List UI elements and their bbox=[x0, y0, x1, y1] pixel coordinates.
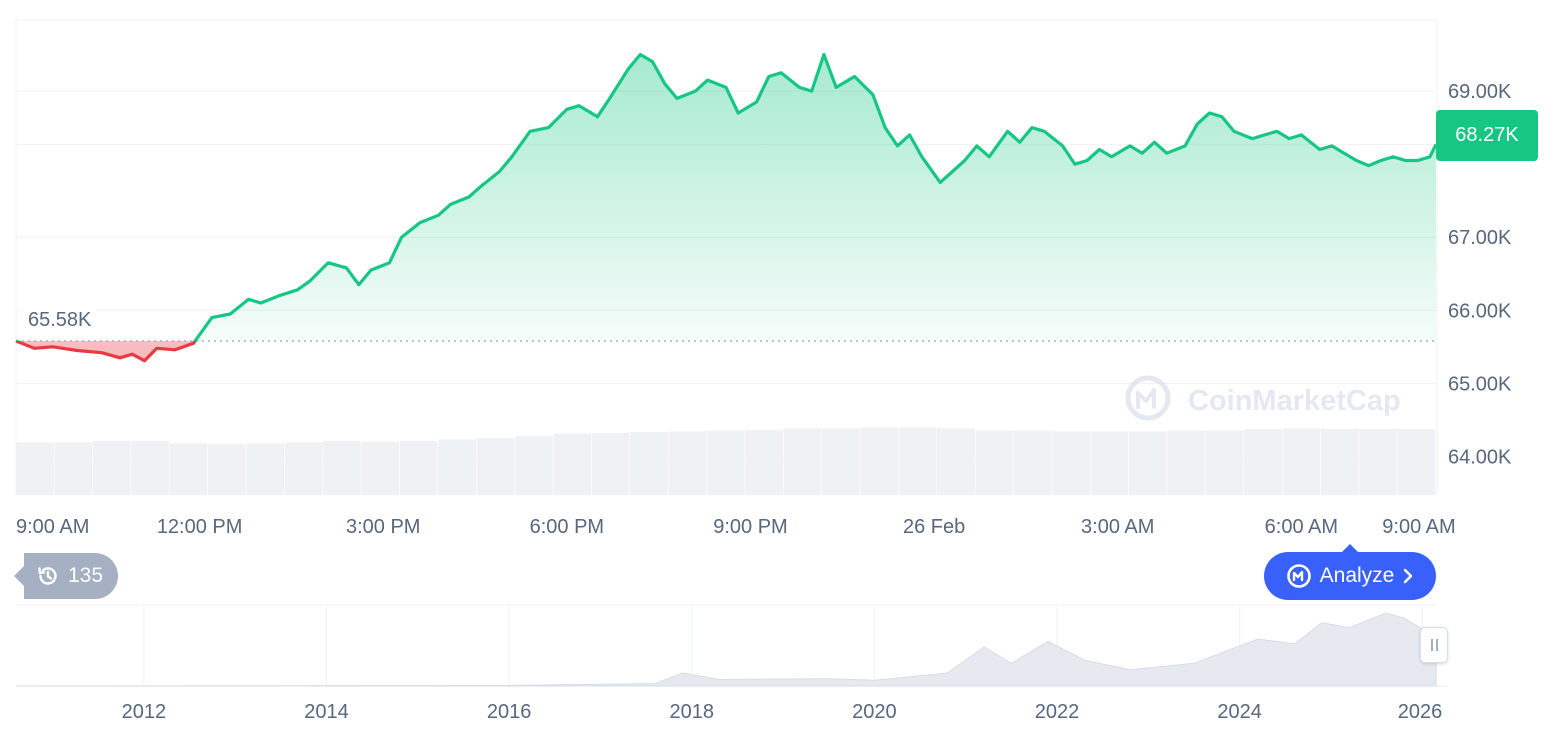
overview-navigator: 2012 2014 2016 2018 2020 2022 2024 2026 bbox=[15, 604, 1448, 723]
x-tick-label-0: 9:00 AM bbox=[16, 516, 89, 538]
volume-bar bbox=[476, 438, 515, 495]
volume-bar bbox=[860, 427, 899, 495]
overview-x-tick-label-0: 2012 bbox=[122, 701, 167, 723]
volume-bar bbox=[591, 432, 630, 495]
history-badge[interactable]: 135 bbox=[14, 553, 118, 599]
y-axis: 69.00K 67.00K 66.00K 65.00K 64.00K bbox=[1448, 81, 1512, 468]
volume-bar bbox=[1167, 430, 1206, 495]
volume-bar bbox=[131, 441, 169, 495]
volume-bar bbox=[1013, 430, 1052, 495]
volume-bar bbox=[361, 441, 400, 495]
analyze-label: Analyze bbox=[1319, 564, 1395, 587]
volume-bar bbox=[1205, 430, 1244, 495]
overview-x-tick-label-2: 2016 bbox=[487, 701, 532, 723]
volume-bar bbox=[898, 427, 937, 495]
volume-bar bbox=[438, 439, 476, 495]
x-tick-label-6: 3:00 AM bbox=[1081, 516, 1154, 538]
volume-bar bbox=[630, 432, 668, 495]
chevron-right-icon bbox=[1402, 567, 1414, 585]
x-tick-label-7: 6:00 AM bbox=[1265, 516, 1338, 538]
volume-bar bbox=[514, 435, 553, 495]
volume-bar bbox=[207, 444, 246, 495]
x-tick-label-2: 3:00 PM bbox=[346, 516, 420, 538]
volume-bar bbox=[937, 428, 975, 495]
x-tick-label-4: 9:00 PM bbox=[713, 516, 787, 538]
price-line-up bbox=[16, 52, 1438, 341]
y-tick-label-0: 69.00K bbox=[1448, 81, 1512, 103]
overview-x-tick-label-1: 2014 bbox=[304, 701, 349, 723]
volume-bar bbox=[706, 430, 745, 495]
volume-bar bbox=[399, 441, 438, 495]
volume-bar bbox=[1320, 429, 1359, 495]
overview-x-tick-label-3: 2018 bbox=[670, 701, 715, 723]
baseline-price-label: 65.58K bbox=[22, 305, 98, 335]
volume-bar bbox=[783, 428, 822, 495]
price-area-down bbox=[16, 341, 1436, 361]
overview-range-handle[interactable] bbox=[1420, 627, 1448, 663]
volume-bar bbox=[92, 441, 131, 495]
overview-x-tick-label-6: 2024 bbox=[1217, 701, 1262, 723]
volume-bar bbox=[246, 443, 285, 495]
volume-bar bbox=[1128, 431, 1167, 495]
y-tick-label-5: 64.00K bbox=[1448, 446, 1512, 468]
volume-bar bbox=[553, 433, 592, 495]
overview-area bbox=[15, 612, 1437, 687]
volume-bar bbox=[668, 431, 707, 495]
volume-bar bbox=[169, 443, 208, 495]
y-tick-label-3: 66.00K bbox=[1448, 300, 1512, 322]
volume-bar bbox=[1282, 428, 1321, 495]
x-tick-label-8: 9:00 AM bbox=[1382, 516, 1455, 538]
analyze-button[interactable]: Analyze bbox=[1264, 544, 1436, 600]
y-tick-label-2: 67.00K bbox=[1448, 227, 1512, 249]
x-tick-label-5: 26 Feb bbox=[903, 516, 965, 538]
overview-x-tick-label-5: 2022 bbox=[1035, 701, 1080, 723]
volume-bar bbox=[1090, 431, 1129, 495]
watermark-text: CoinMarketCap bbox=[1188, 385, 1401, 417]
volume-bar bbox=[745, 429, 783, 495]
volume-bar bbox=[54, 442, 93, 495]
volume-bar bbox=[975, 430, 1014, 495]
volume-bar bbox=[821, 428, 860, 495]
coinmarketcap-logo-icon bbox=[1125, 375, 1171, 421]
x-tick-label-3: 6:00 PM bbox=[530, 516, 604, 538]
price-area-up bbox=[16, 54, 1436, 341]
x-axis: 9:00 AM 12:00 PM 3:00 PM 6:00 PM 9:00 PM 26 F… bbox=[16, 516, 1456, 538]
current-price-tag: 68.27K bbox=[1436, 110, 1538, 161]
volume-bar bbox=[1244, 429, 1282, 495]
overview-x-tick-label-7: 2026 bbox=[1398, 701, 1443, 723]
volume-bar bbox=[16, 442, 54, 495]
coinmarketcap-logo-icon bbox=[1286, 563, 1312, 589]
volume-bars bbox=[16, 427, 1436, 495]
overview-x-tick-label-4: 2020 bbox=[852, 701, 897, 723]
volume-bar bbox=[284, 442, 323, 495]
history-clock-icon bbox=[36, 564, 60, 588]
volume-bar bbox=[1359, 429, 1398, 495]
history-count: 135 bbox=[68, 564, 104, 587]
watermark: CoinMarketCap bbox=[1125, 375, 1401, 421]
volume-bar bbox=[1397, 429, 1436, 495]
y-tick-label-4: 65.00K bbox=[1448, 373, 1512, 395]
volume-bar bbox=[323, 441, 361, 495]
x-tick-label-1: 12:00 PM bbox=[157, 516, 243, 538]
volume-bar bbox=[1052, 431, 1090, 495]
